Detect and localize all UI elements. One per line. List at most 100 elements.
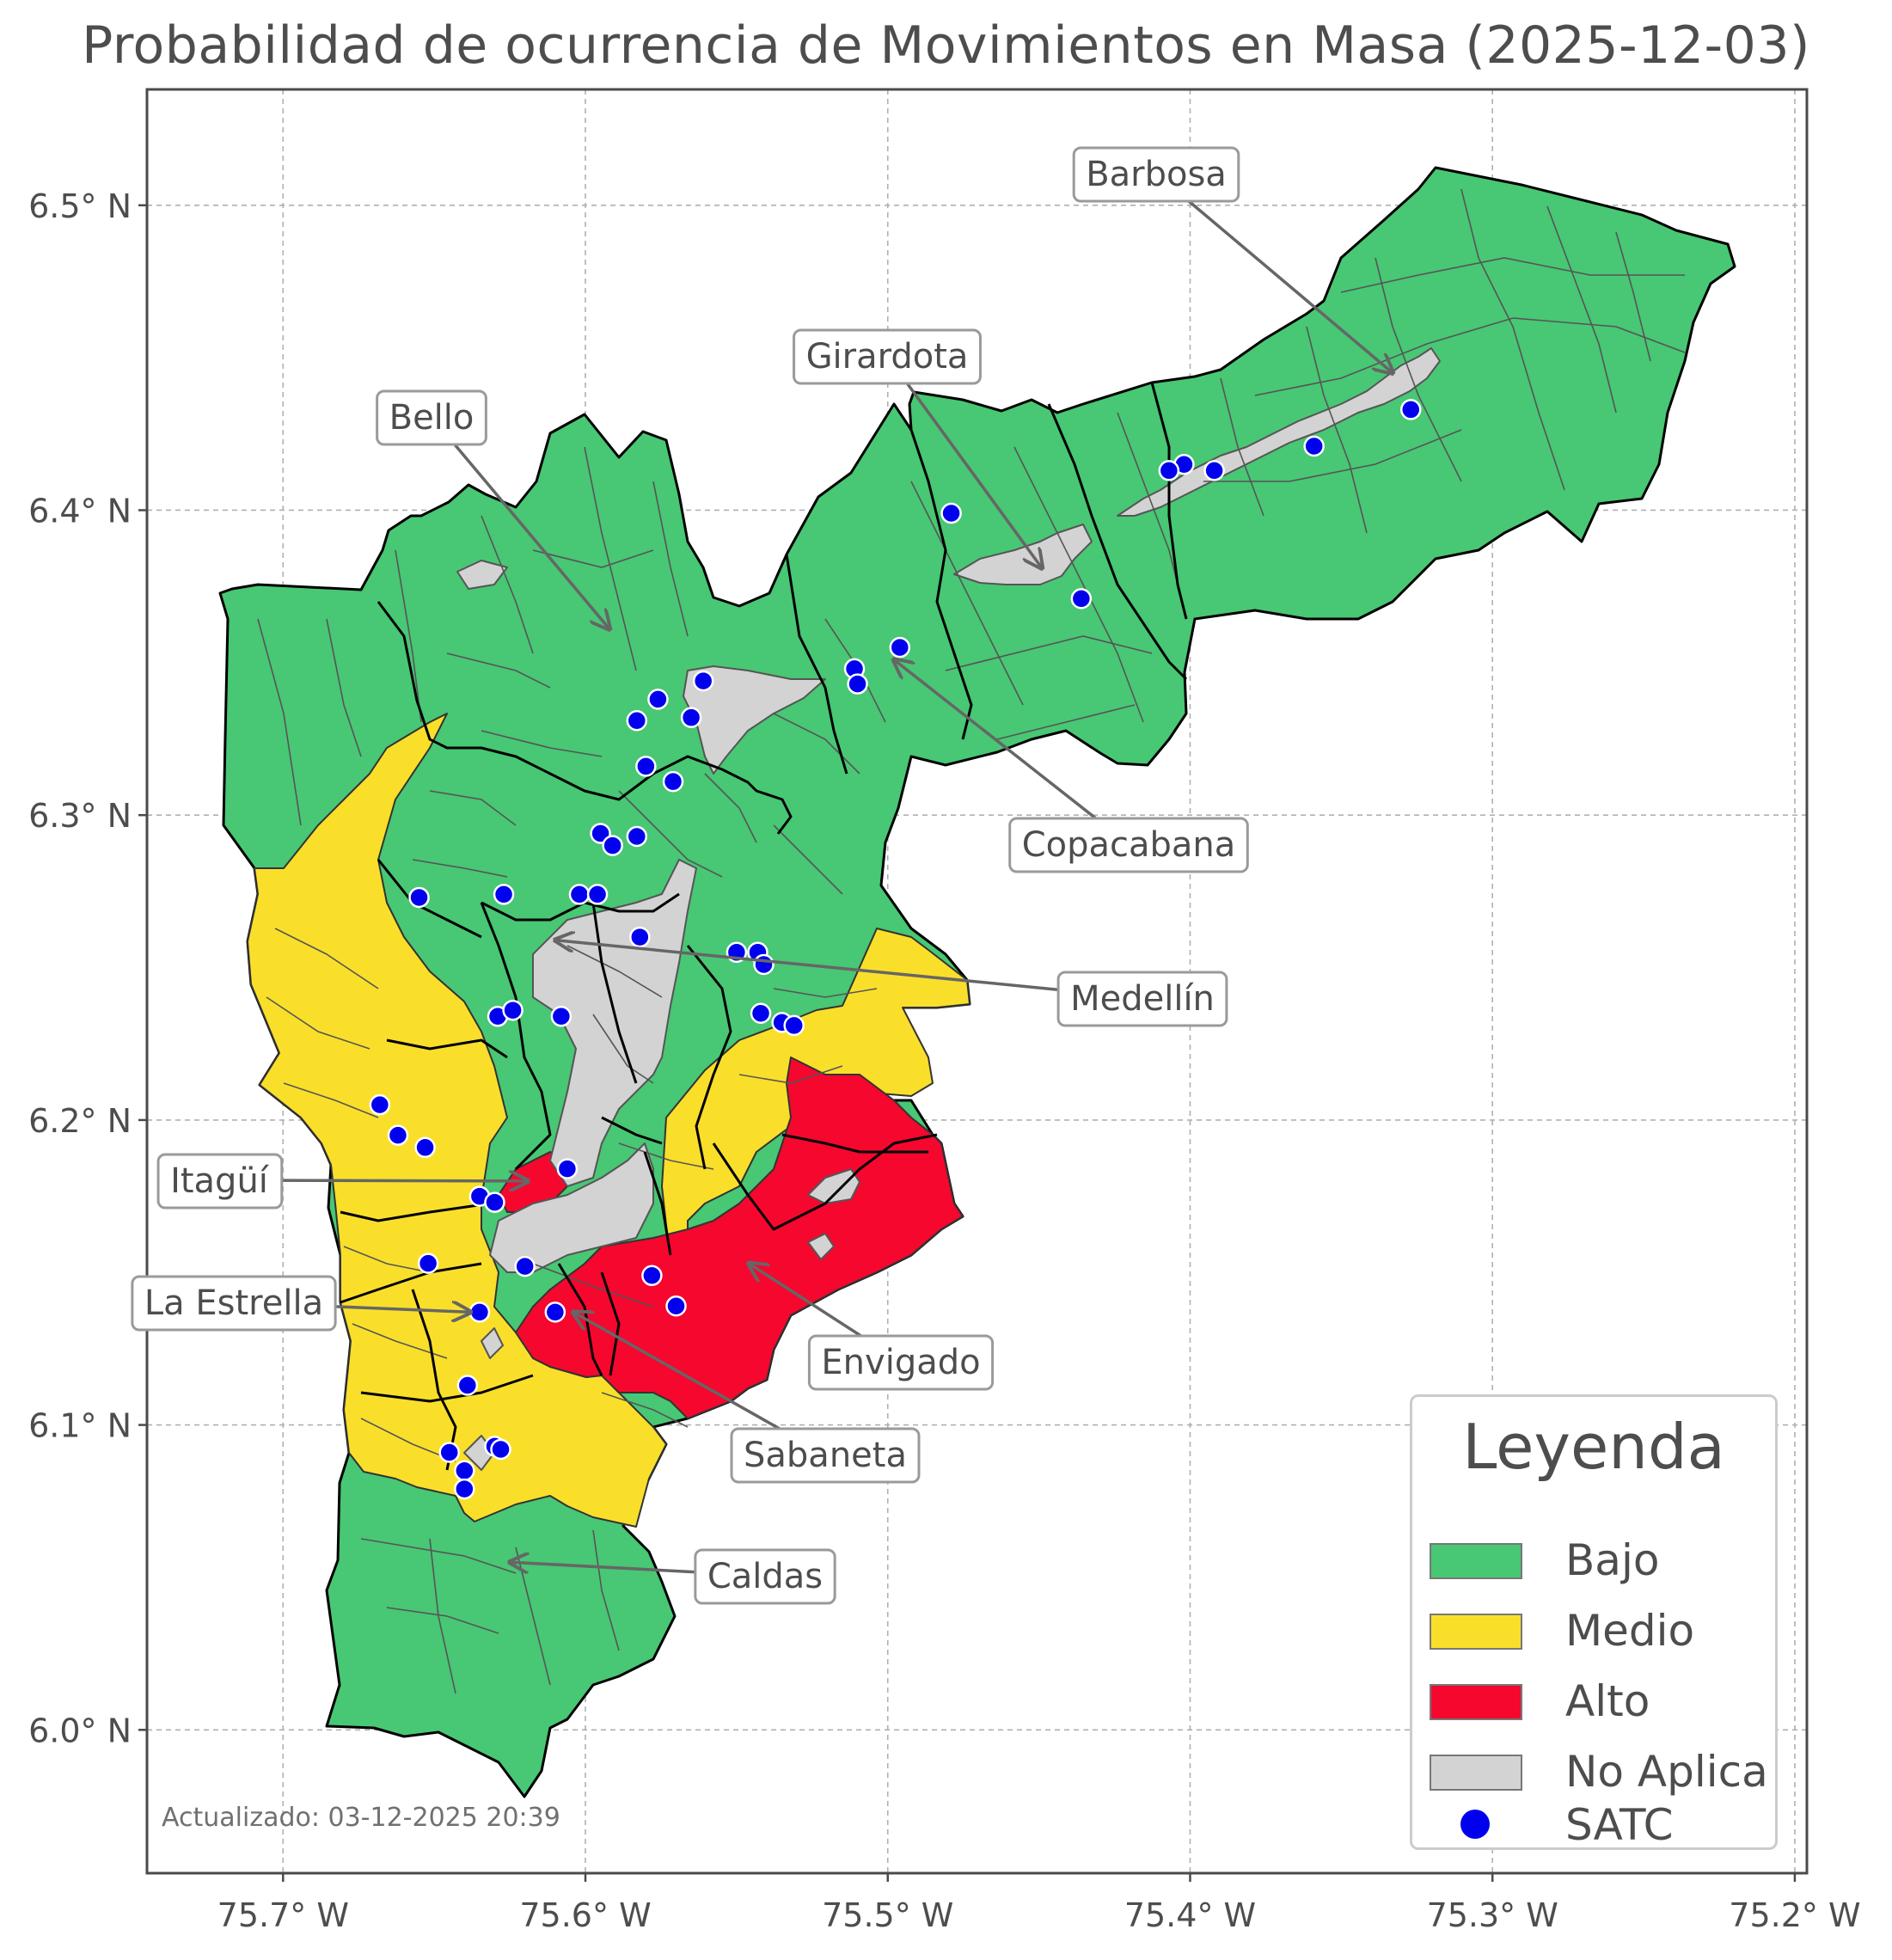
satc-station-point [626,709,648,732]
callout-arrow [1154,172,1393,373]
satc-station-point [414,1136,436,1159]
satc-station-point [454,1460,475,1482]
legend-label-medio: Medio [1565,1606,1695,1656]
satc-station-point [490,1438,511,1461]
legend-title: Leyenda [1462,1411,1725,1483]
y-tick-label: 6.3° N [28,797,132,835]
axis-ticks: 75.7° W 75.6° W 75.5° W 75.4° W 75.3° W 75.2°… [28,187,1861,1934]
x-tick-label: 75.7° W [217,1896,349,1934]
legend-swatch-medio [1430,1614,1522,1650]
callout-arrow [894,659,1130,846]
satc-station-point [662,770,684,793]
callout-label: La Estrella [144,1283,323,1323]
satc-station-point [438,1442,460,1463]
satc-station-point [1399,399,1422,420]
legend-label-satc: SATC [1565,1800,1674,1850]
satc-station-point [514,1255,536,1277]
satc-station-point [641,1265,663,1287]
legend-swatch-alto [1430,1684,1522,1720]
callout-label: Sabaneta [744,1436,907,1475]
callout-label: Caldas [707,1557,823,1596]
satc-station-point [568,884,591,905]
satc-station-point [626,825,648,848]
x-tick-label: 75.6° W [519,1896,651,1934]
satc-station-point [468,1302,491,1323]
callout-arrow [430,415,609,629]
x-tick-label: 75.4° W [1124,1896,1256,1934]
legend: Leyenda Bajo Medio Alto No Aplica SATC [1410,1394,1778,1850]
legend-label-no-aplica: No Aplica [1565,1747,1768,1797]
legend-label-alto: Alto [1565,1676,1650,1726]
legend-item-medio: Medio [1430,1605,1773,1657]
satc-station-point [602,835,623,856]
satc-station-point [556,1158,579,1179]
satc-station-point [417,1253,439,1274]
update-timestamp: Actualizado: 03-12-2025 20:39 [162,1803,560,1833]
callout-box [793,328,982,385]
callout-box [156,1153,284,1210]
callout-box [694,1548,836,1605]
callout-box [730,1427,921,1484]
legend-swatch-no-aplica [1430,1755,1522,1791]
urban-estrella [481,1327,504,1359]
callout-label: Itagüí [170,1161,270,1201]
urban-bello [683,665,826,775]
callout-box [131,1275,337,1332]
satc-station-point [454,1478,475,1500]
callout-label: Envigado [821,1343,980,1382]
satc-station-point [753,953,775,976]
y-tick-label: 6.2° N [28,1102,132,1140]
x-tick-label: 75.2° W [1729,1896,1860,1934]
x-tick-label: 75.5° W [822,1896,953,1934]
region-medio [247,713,667,1528]
callout-label: Bello [389,398,475,438]
satc-station-point [586,884,609,905]
legend-item-satc: SATC [1430,1800,1773,1850]
satc-station-point [369,1093,391,1116]
satc-station-point [1303,435,1325,457]
satc-station-point [629,926,651,948]
satc-station-point [493,884,515,905]
legend-swatch-bajo [1430,1543,1522,1579]
satc-station-point [680,707,702,728]
satc-station-point [456,1375,479,1396]
legend-dot-satc [1460,1810,1490,1839]
municipality-boundaries [340,382,1188,1471]
satc-station-point [665,1295,687,1317]
callout-bello: Bello [376,389,487,446]
callout-girardota: Girardota [793,328,982,385]
satc-station-point [1070,588,1093,609]
callout-box [1056,971,1228,1027]
y-tick-label: 6.4° N [28,492,132,530]
satc-station-point [1158,460,1180,481]
satc-station-point [1203,460,1225,481]
map-title: Probabilidad de ocurrencia de Movimiento… [82,15,1810,76]
callout-sabaneta: Sabaneta [730,1427,921,1484]
satc-station-point [750,1002,772,1024]
callout-box [1008,817,1249,873]
satc-station-point [635,756,657,777]
municipality-callouts: Barbosa Girardota Bello Copacabana Medellín I… [131,146,1393,1605]
satc-station-point [544,1302,566,1323]
legend-label-bajo: Bajo [1565,1535,1660,1585]
callout-copacabana: Copacabana [1008,817,1249,873]
y-tick-label: 6.0° N [28,1712,132,1749]
callout-label: Girardota [806,337,969,377]
callout-envigado: Envigado [807,1334,995,1391]
region-alto [515,1057,964,1419]
callout-box [376,389,487,446]
axes-frame [145,88,1809,1875]
callout-label: Medellín [1070,979,1215,1019]
callout-itag-: Itagüí [156,1153,284,1210]
satc-station-point [484,1191,505,1213]
callout-arrow [885,354,1042,568]
callout-medell-n: Medellín [1056,971,1228,1027]
satc-points [369,399,1422,1500]
legend-item-no-aplica: No Aplica [1430,1746,1773,1798]
satc-station-point [550,1006,572,1027]
callout-label: Barbosa [1086,155,1227,194]
legend-item-bajo: Bajo [1430,1534,1773,1586]
vereda-boundaries [257,188,1686,1694]
map-layers [218,166,1736,1798]
